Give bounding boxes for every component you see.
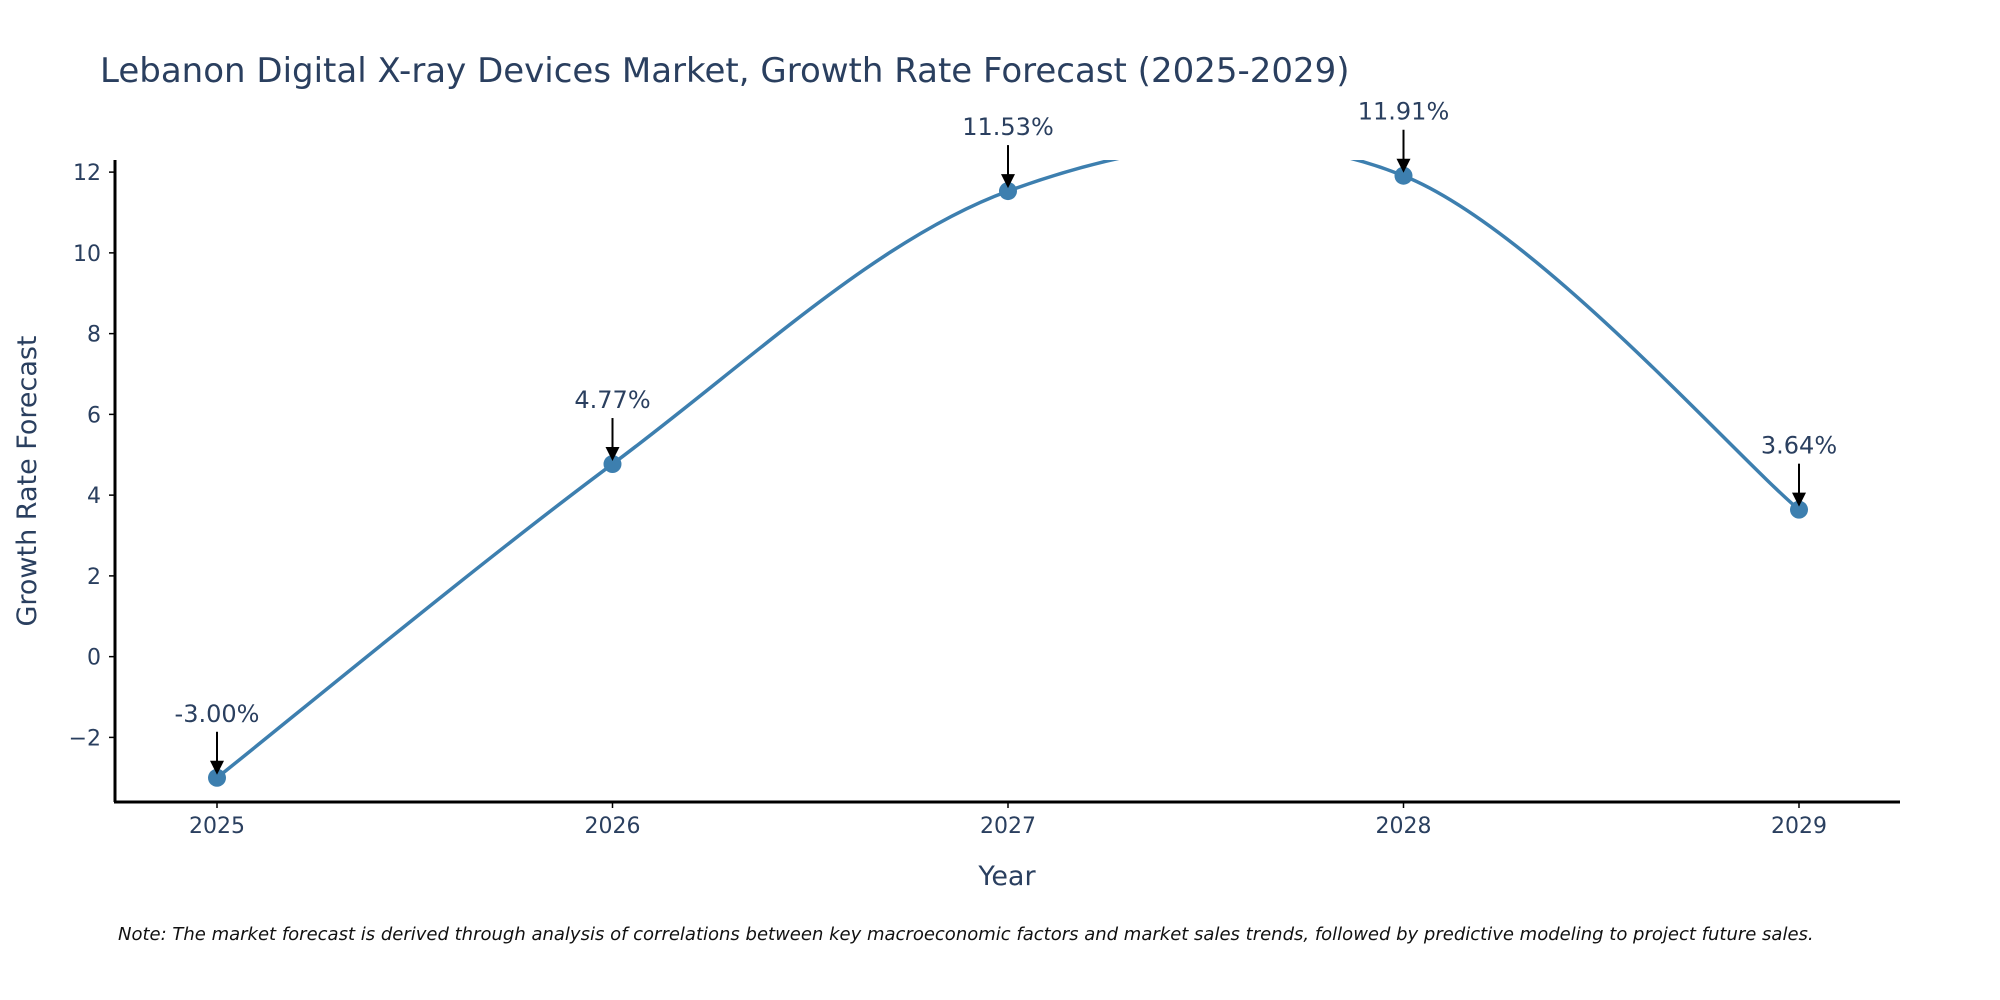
y-tick-label: 2 (87, 565, 101, 590)
data-label: 11.91% (1358, 98, 1450, 126)
x-tick-label: 2025 (189, 814, 245, 839)
data-point (208, 768, 226, 787)
data-label: 4.77% (574, 386, 650, 414)
data-label: 3.64% (1761, 432, 1837, 460)
data-point (999, 182, 1017, 201)
annotation-arrowhead (1001, 174, 1015, 189)
annotation-arrowhead (1792, 492, 1806, 507)
annotation-arrowhead (210, 760, 224, 775)
data-label: -3.00% (175, 700, 260, 728)
x-tick-label: 2026 (585, 814, 641, 839)
footnote: Note: The market forecast is derived thr… (118, 924, 1814, 945)
series-line (215, 160, 1801, 780)
data-point (1790, 500, 1808, 519)
annotation-arrowhead (1396, 158, 1411, 173)
data-point (1394, 166, 1413, 185)
y-tick-label: 0 (87, 646, 101, 671)
data-annotations: -3.00% 4.77% 11.53% 11.91% 3.64% (175, 98, 1837, 775)
y-tick-label: 4 (87, 484, 101, 509)
y-tick-label: −2 (69, 726, 101, 751)
y-tick-label: 10 (73, 242, 101, 267)
x-axis: 2025 2026 2027 2028 2029 (189, 802, 1827, 839)
x-tick-label: 2028 (1376, 814, 1432, 839)
data-point (603, 455, 622, 474)
annotation-arrowhead (605, 447, 620, 462)
data-label: 11.53% (962, 113, 1054, 141)
y-tick-label: 6 (87, 403, 101, 428)
y-axis-title: Growth Rate Forecast (12, 335, 43, 626)
y-axis: −2 0 2 4 6 8 10 12 (69, 161, 115, 751)
x-axis-title: Year (977, 861, 1036, 892)
y-tick-label: 12 (73, 161, 101, 186)
y-tick-label: 8 (87, 323, 101, 348)
chart-title: Lebanon Digital X-ray Devices Market, Gr… (100, 51, 1350, 91)
x-tick-label: 2029 (1771, 814, 1827, 839)
x-tick-label: 2027 (980, 814, 1036, 839)
data-points (208, 166, 1808, 787)
